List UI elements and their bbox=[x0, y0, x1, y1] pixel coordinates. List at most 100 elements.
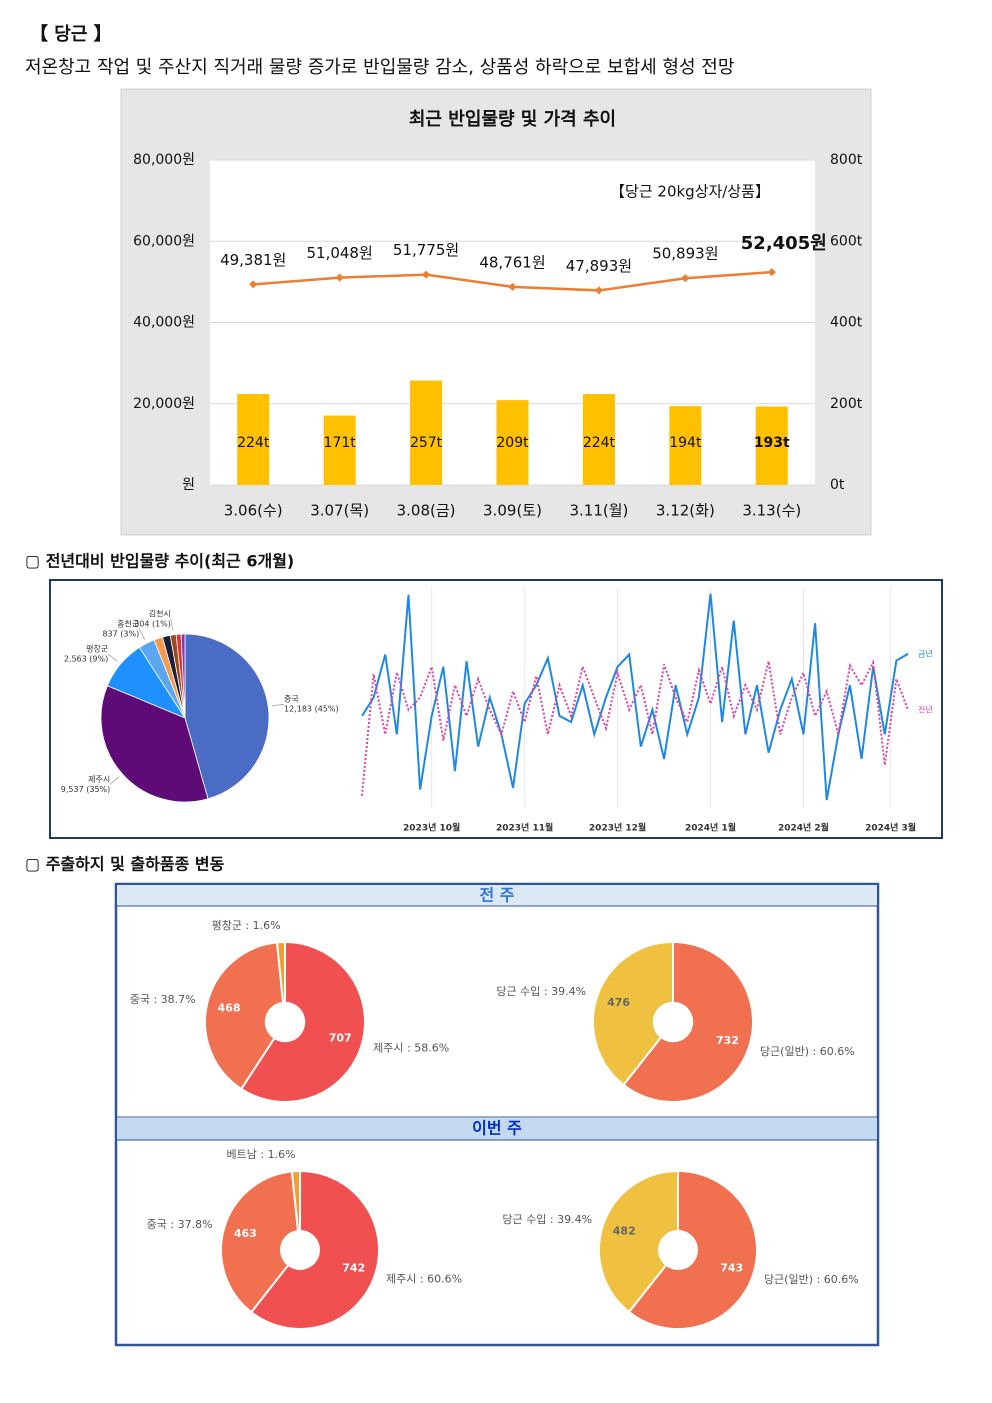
donut-label: 제주시 : 60.6% bbox=[386, 1273, 462, 1286]
y2-tick-label: 200t bbox=[830, 396, 863, 412]
bar bbox=[323, 415, 356, 485]
pie-value-label: 304 (1%) bbox=[134, 620, 171, 629]
leader-line bbox=[138, 628, 145, 640]
bar bbox=[496, 400, 529, 485]
donut-slice bbox=[290, 1169, 301, 1233]
price-label: 48,761원 bbox=[479, 253, 545, 271]
pie-value-label: 9,537 (35%) bbox=[61, 785, 110, 794]
x-tick-label: 2024년 2월 bbox=[778, 822, 829, 834]
donut-label: 베트남 : 1.6% bbox=[227, 1148, 296, 1161]
x-tick-label: 3.08(금) bbox=[397, 502, 456, 520]
price-marker bbox=[249, 280, 258, 289]
week-header bbox=[117, 1118, 877, 1140]
bar bbox=[410, 380, 443, 485]
donut-label: 당근 수입 : 39.4% bbox=[496, 985, 586, 998]
pie-label: 홍천군 bbox=[117, 619, 139, 629]
leader-line bbox=[110, 776, 120, 785]
pie-label: 제주시 bbox=[88, 775, 110, 784]
donut-value: 742 bbox=[342, 1262, 365, 1275]
price-marker bbox=[767, 268, 776, 277]
donut-label: 평창군 : 1.6% bbox=[212, 919, 281, 932]
x-tick-label: 3.06(수) bbox=[224, 502, 283, 520]
y-tick-label: 원 bbox=[182, 477, 195, 493]
series-line bbox=[361, 593, 909, 801]
pie-value-label: 2,563 (9%) bbox=[64, 654, 108, 663]
price-label: 49,381원 bbox=[220, 251, 286, 269]
price-label: 51,775원 bbox=[393, 241, 459, 259]
pie-label: 중국 bbox=[284, 695, 299, 704]
pie-label: 김천시 bbox=[149, 609, 171, 619]
chart-note: 【당근 20kg상자/상품】 bbox=[610, 183, 770, 201]
series-line bbox=[361, 659, 909, 796]
donut-slice bbox=[239, 940, 366, 1103]
x-tick-label: 2023년 10월 bbox=[403, 822, 460, 834]
bar bbox=[582, 394, 615, 485]
price-marker bbox=[594, 286, 603, 295]
donut-slice bbox=[204, 941, 285, 1091]
week-label: 전 주 bbox=[479, 886, 514, 905]
donut-value: 463 bbox=[234, 1227, 257, 1240]
y-tick-label: 80,000원 bbox=[133, 152, 195, 168]
donut-slice bbox=[622, 940, 754, 1103]
donut-value: 468 bbox=[218, 1001, 241, 1014]
donut-slice bbox=[627, 1169, 759, 1330]
leader-line bbox=[272, 703, 285, 707]
donut-slice bbox=[592, 940, 674, 1087]
y2-tick-label: 600t bbox=[830, 233, 863, 249]
leader-line bbox=[170, 618, 173, 631]
bar-label: 171t bbox=[324, 435, 357, 451]
x-tick-label: 2024년 3월 bbox=[865, 822, 916, 834]
donut-label: 중국 : 38.7% bbox=[130, 993, 196, 1006]
donut-slice bbox=[220, 1170, 300, 1314]
donut-value: 476 bbox=[607, 996, 630, 1009]
donut-slice bbox=[598, 1169, 679, 1314]
week-label: 이번 주 bbox=[472, 1119, 522, 1138]
page-title: 【 당근 】 bbox=[30, 24, 112, 45]
price-marker bbox=[681, 274, 690, 283]
x-tick-label: 2023년 11월 bbox=[496, 822, 553, 834]
donut-label: 당근 수입 : 39.4% bbox=[502, 1213, 592, 1226]
donut-label: 당근(일반) : 60.6% bbox=[764, 1272, 859, 1286]
pie-slice bbox=[100, 685, 209, 803]
legend-label: 금년 bbox=[918, 648, 933, 658]
pie-label: 평창군 bbox=[86, 643, 108, 653]
y2-tick-label: 0t bbox=[830, 477, 845, 493]
price-label: 47,893원 bbox=[566, 257, 632, 275]
x-tick-label: 2023년 12월 bbox=[589, 822, 646, 834]
leader-line bbox=[108, 653, 118, 662]
donut-label: 제주시 : 58.6% bbox=[373, 1041, 449, 1054]
bar bbox=[669, 406, 702, 485]
pie-slice bbox=[184, 633, 270, 800]
section-heading: ▢ 주출하지 및 출하품종 변동 bbox=[25, 855, 225, 874]
donut-value: 482 bbox=[613, 1224, 636, 1237]
donut-label: 중국 : 37.8% bbox=[147, 1218, 213, 1231]
price-marker bbox=[335, 273, 344, 282]
chart-title: 최근 반입물량 및 가격 추이 bbox=[409, 108, 616, 130]
x-tick-label: 3.11(월) bbox=[569, 502, 628, 520]
price-marker bbox=[508, 282, 517, 291]
legend-label: 전년 bbox=[918, 704, 933, 714]
week-header bbox=[117, 885, 877, 906]
y-tick-label: 60,000원 bbox=[133, 233, 195, 249]
x-tick-label: 3.13(수) bbox=[742, 502, 801, 520]
donut-value: 743 bbox=[720, 1262, 743, 1275]
bar-label: 193t bbox=[754, 435, 790, 451]
x-tick-label: 3.09(토) bbox=[483, 502, 542, 520]
summary: 저온창고 작업 및 주산지 직거래 물량 증가로 반입물량 감소, 상품성 하락… bbox=[25, 57, 734, 78]
bar-label: 257t bbox=[410, 435, 443, 451]
x-tick-label: 3.07(목) bbox=[310, 502, 369, 520]
donut-value: 732 bbox=[716, 1034, 739, 1047]
y-tick-label: 40,000원 bbox=[133, 315, 195, 331]
bar bbox=[755, 406, 788, 485]
bar bbox=[237, 394, 270, 485]
pie-value-label: 837 (3%) bbox=[102, 630, 139, 639]
donut-slice bbox=[275, 940, 286, 1004]
price-label: 52,405원 bbox=[741, 233, 827, 254]
x-tick-label: 2024년 1월 bbox=[685, 822, 736, 834]
pie-slice bbox=[180, 633, 186, 719]
price-marker bbox=[422, 270, 431, 279]
bar-label: 209t bbox=[496, 435, 529, 451]
section-heading: ▢ 전년대비 반입물량 추이(최근 6개월) bbox=[25, 552, 294, 571]
y-tick-label: 20,000원 bbox=[133, 396, 195, 412]
